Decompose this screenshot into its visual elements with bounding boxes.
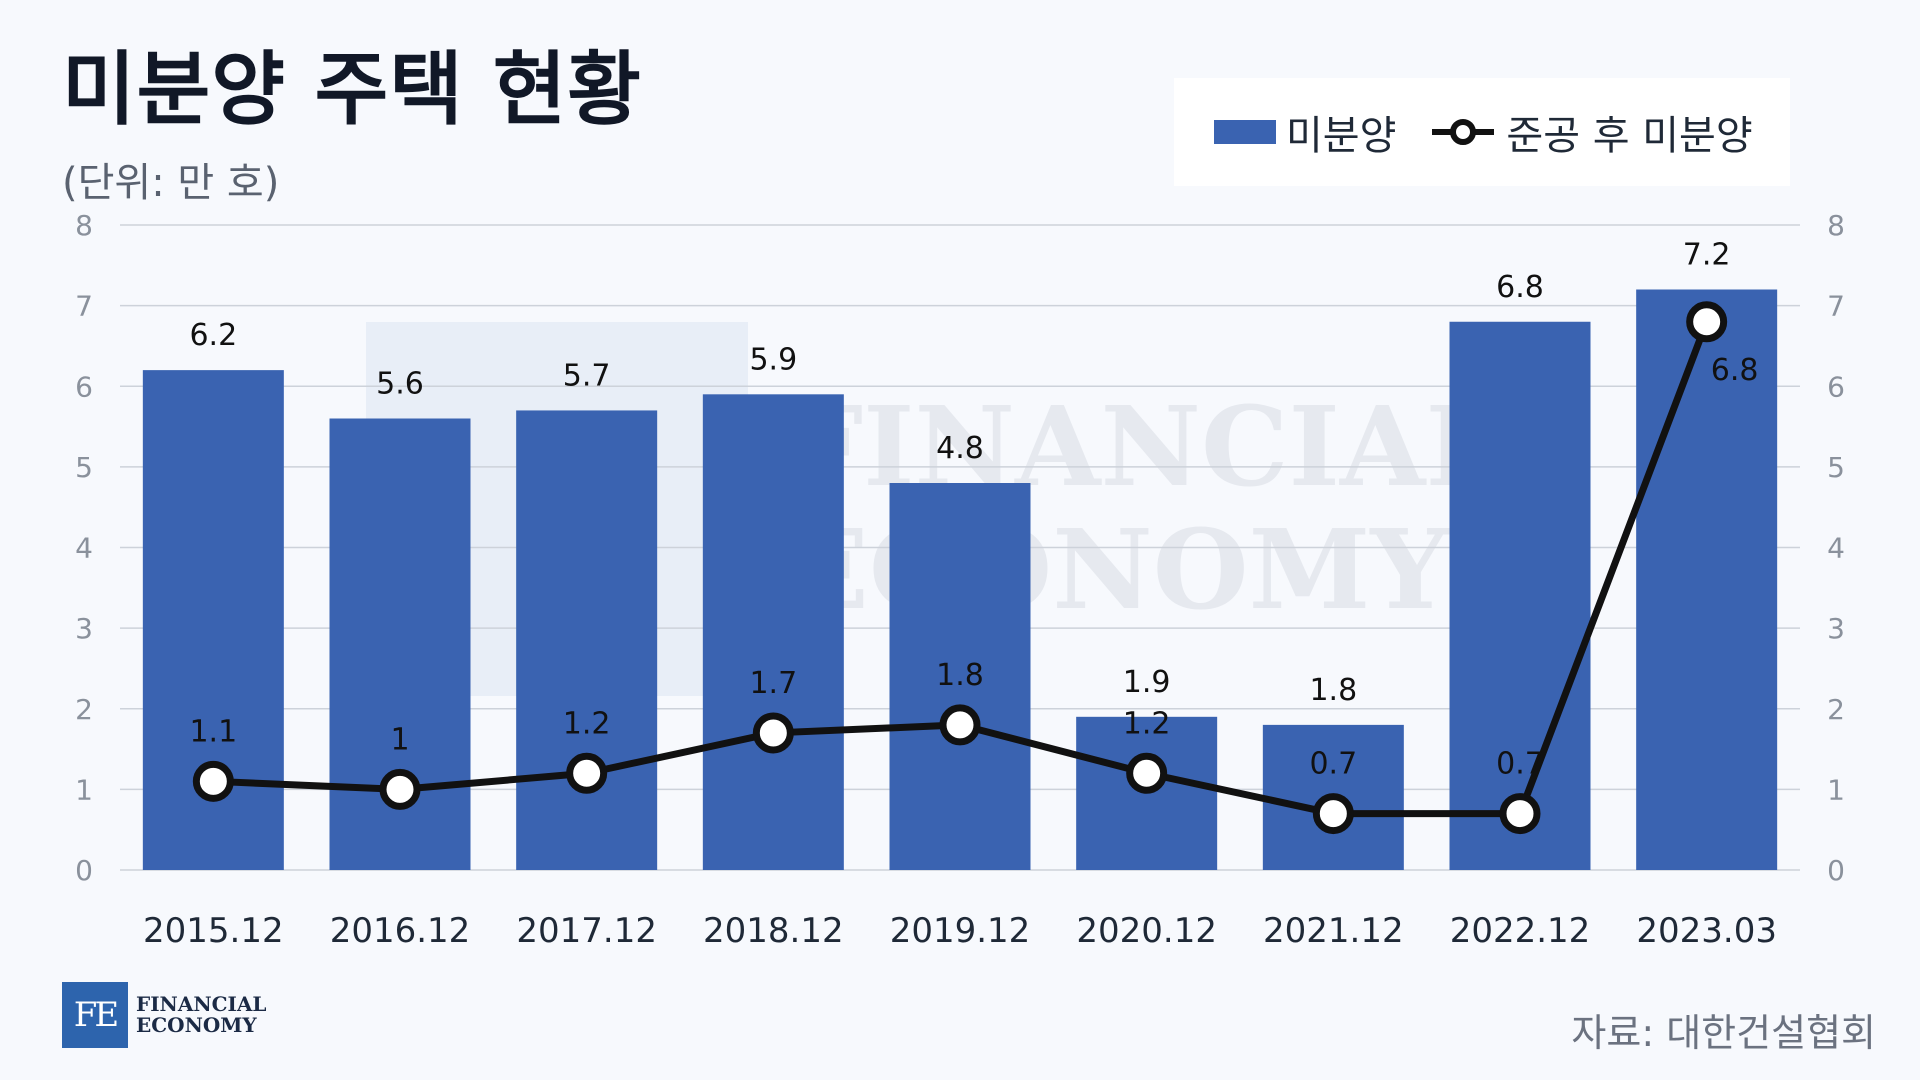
bar <box>702 394 844 870</box>
bar-value-label: 1.9 <box>1123 665 1171 700</box>
bar-value-label: 5.6 <box>376 367 424 402</box>
line-value-label: 0.7 <box>1309 747 1357 782</box>
logo-line-1: FINANCIAL <box>136 992 267 1016</box>
unit-label: (단위: 만 호) <box>62 160 280 206</box>
y-tick-label-right: 0 <box>1827 854 1845 887</box>
y-tick-label-right: 8 <box>1827 209 1845 242</box>
logo-line-2: ECONOMY <box>136 1013 257 1037</box>
bar <box>889 483 1031 870</box>
y-tick-label-left: 5 <box>75 451 93 484</box>
y-tick-label-right: 4 <box>1827 532 1845 565</box>
line-series <box>192 301 1728 835</box>
bar-value-label: 7.2 <box>1683 238 1731 273</box>
bar-value-label: 1.8 <box>1309 673 1357 708</box>
bar-value-label: 6.2 <box>189 318 237 353</box>
bar <box>1636 289 1778 870</box>
line-point <box>939 704 981 746</box>
logo-mark-icon: FE <box>62 982 128 1048</box>
legend-bar-label: 미분양 <box>1286 113 1397 159</box>
source-note: 자료: 대한건설협회 <box>1571 1011 1876 1055</box>
x-tick-label: 2019.12 <box>890 911 1031 951</box>
line-point <box>1499 793 1541 835</box>
y-tick-label-right: 5 <box>1827 451 1845 484</box>
y-tick-label-left: 7 <box>75 290 93 323</box>
chart-title: 미분양 주택 현황 <box>62 43 642 136</box>
legend-item-line: 준공 후 미분양 <box>1430 103 1753 161</box>
y-tick-label-left: 4 <box>75 532 93 565</box>
line-value-label: 1.7 <box>749 666 797 701</box>
legend-item-bar: 미분양 <box>1214 103 1396 161</box>
y-tick-label-left: 2 <box>75 693 93 726</box>
line-value-label: 1.8 <box>936 658 984 693</box>
x-tick-label: 2020.12 <box>1076 911 1217 951</box>
y-tick-label-right: 2 <box>1827 693 1845 726</box>
bar-value-label: 5.7 <box>563 358 611 393</box>
y-tick-label-right: 1 <box>1827 773 1845 806</box>
y-tick-label-left: 1 <box>75 773 93 806</box>
line-value-label: 1.1 <box>189 714 237 749</box>
x-tick-label: 2016.12 <box>330 911 471 951</box>
y-tick-label-right: 7 <box>1827 290 1845 323</box>
x-tick-label: 2015.12 <box>143 911 284 951</box>
line-value-label: 1.2 <box>563 706 611 741</box>
line-point <box>752 712 794 754</box>
bar-value-label: 5.9 <box>749 342 797 377</box>
logo-wordmark: FINANCIAL ECONOMY <box>136 994 267 1036</box>
y-tick-label-left: 8 <box>75 209 93 242</box>
legend-line-label: 준공 후 미분양 <box>1506 113 1753 159</box>
bar <box>1449 321 1591 870</box>
y-tick-label-right: 3 <box>1827 612 1845 645</box>
line-point <box>192 760 234 802</box>
y-tick-label-left: 0 <box>75 854 93 887</box>
x-tick-label: 2017.12 <box>516 911 657 951</box>
legend-bar-swatch <box>1214 120 1276 144</box>
bar-value-label: 4.8 <box>936 431 984 466</box>
x-tick-label: 2023.03 <box>1636 911 1777 951</box>
x-tick-label: 2022.12 <box>1450 911 1591 951</box>
bar-value-label: 6.8 <box>1496 270 1544 305</box>
y-tick-label-left: 6 <box>75 370 93 403</box>
legend: 미분양 준공 후 미분양 <box>1174 78 1790 186</box>
line-value-label: 6.8 <box>1711 353 1759 388</box>
line-point <box>1312 793 1354 835</box>
y-tick-label-left: 3 <box>75 612 93 645</box>
axes: 0 0 1 1 2 2 3 3 4 4 5 5 6 6 7 7 8 8 2015.12 2016.12 2017.12 2… <box>75 209 1845 951</box>
x-tick-label: 2021.12 <box>1263 911 1404 951</box>
line-point <box>379 768 421 810</box>
legend-line-marker-icon <box>1432 119 1495 145</box>
line-value-label: 0.7 <box>1496 747 1544 782</box>
brand-logo: FE FINANCIAL ECONOMY <box>62 982 267 1048</box>
y-tick-label-right: 6 <box>1827 370 1845 403</box>
line-point <box>1686 301 1728 343</box>
line-value-label: 1.2 <box>1123 706 1171 741</box>
bar <box>516 410 658 870</box>
line-value-label: 1 <box>390 722 409 757</box>
data-labels: 6.2 5.6 5.7 5.9 4.8 1.9 1.8 6.8 7.2 1.1 1 1.2 1.7 1.8… <box>189 238 1758 782</box>
line-point <box>566 752 608 794</box>
x-tick-label: 2018.12 <box>703 911 844 951</box>
watermark-line-2: ECONOMY <box>785 505 1450 634</box>
line-point <box>1126 752 1168 794</box>
